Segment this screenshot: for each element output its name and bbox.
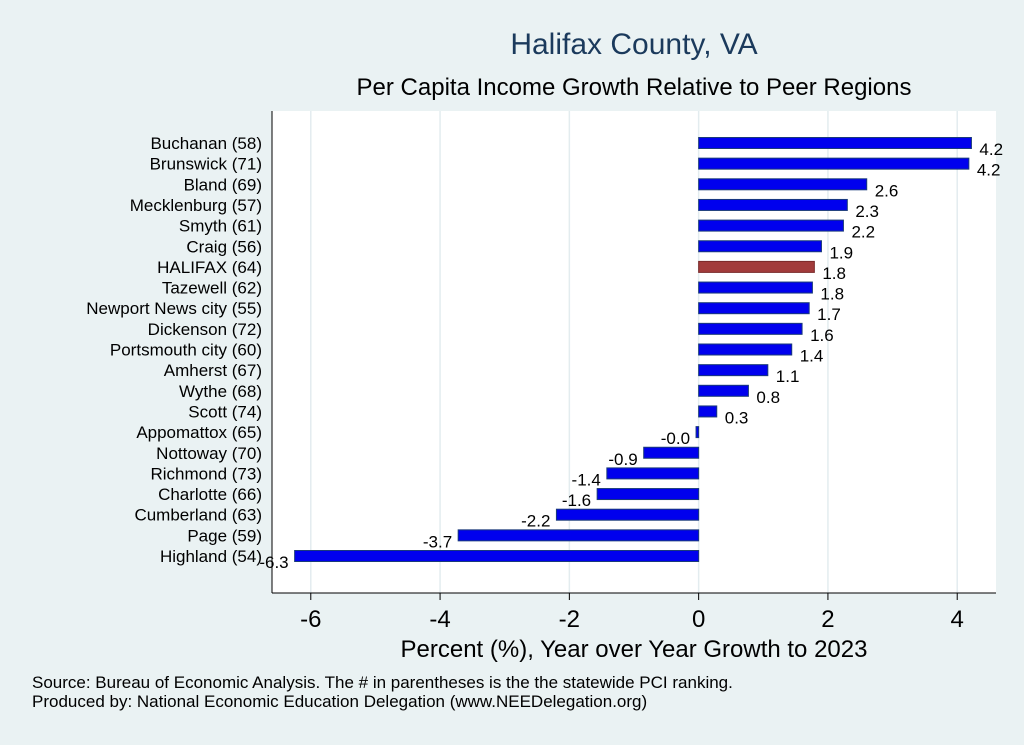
x-axis-label: Percent (%), Year over Year Growth to 20…: [401, 636, 868, 663]
category-label: Portsmouth city (60): [110, 341, 262, 360]
data-label: 1.4: [800, 347, 824, 366]
category-label: Highland (54): [160, 547, 262, 566]
category-label: Smyth (61): [179, 217, 262, 236]
category-label: Richmond (73): [151, 464, 263, 483]
data-label: 1.8: [822, 264, 846, 283]
category-label: Tazewell (62): [162, 279, 262, 298]
category-label: Scott (74): [188, 402, 262, 421]
bar: [698, 302, 810, 315]
bar: [698, 343, 793, 356]
data-label: 0.3: [725, 408, 749, 427]
bar: [698, 384, 749, 397]
category-label: Dickenson (72): [148, 320, 262, 339]
x-tick-label: -6: [300, 606, 321, 633]
category-label: Mecklenburg (57): [130, 196, 262, 215]
category-label: Nottoway (70): [156, 444, 262, 463]
category-label: Bland (69): [184, 175, 262, 194]
category-label: Amherst (67): [164, 361, 262, 380]
category-label: Buchanan (58): [150, 134, 262, 153]
source-note: Source: Bureau of Economic Analysis. The…: [32, 673, 733, 692]
data-label: -1.6: [562, 491, 591, 510]
data-label: 1.6: [810, 326, 834, 345]
data-label: -0.0: [661, 429, 690, 448]
chart-title: Halifax County, VA: [510, 28, 758, 61]
bar: [695, 426, 700, 439]
data-label: -0.9: [608, 450, 637, 469]
x-tick-label: 4: [951, 606, 964, 633]
data-label: 2.6: [875, 181, 899, 200]
category-label: Page (59): [187, 526, 262, 545]
data-label: 0.8: [756, 388, 780, 407]
category-label: Cumberland (63): [134, 506, 262, 525]
bar: [698, 219, 844, 232]
bar: [294, 550, 700, 562]
data-label: -6.3: [259, 553, 288, 572]
bar: [596, 488, 700, 501]
bar: [606, 467, 700, 480]
data-label: 1.1: [776, 367, 800, 386]
bar: [698, 322, 803, 335]
data-label: -2.2: [521, 512, 550, 531]
category-label: Wythe (68): [179, 382, 262, 401]
category-label: HALIFAX (64): [157, 258, 262, 277]
category-label: Charlotte (66): [158, 485, 262, 504]
data-label: -1.4: [572, 470, 601, 489]
x-tick-label: 0: [692, 606, 705, 633]
bar: [698, 281, 813, 294]
data-label: 2.2: [851, 223, 875, 242]
data-label: 4.2: [979, 140, 1003, 159]
chart-subtitle: Per Capita Income Growth Relative to Pee…: [356, 74, 912, 101]
data-label: 2.3: [855, 202, 879, 221]
bar: [457, 529, 700, 542]
data-label: 4.2: [977, 161, 1001, 180]
bar: [698, 198, 848, 211]
bar: [643, 446, 700, 459]
bar: [698, 157, 970, 170]
bar: [698, 178, 868, 191]
bar: [698, 137, 972, 149]
x-tick-label: 2: [821, 606, 834, 633]
x-tick-label: -2: [559, 606, 580, 633]
producer-note: Produced by: National Economic Education…: [32, 692, 648, 711]
data-label: 1.7: [817, 305, 841, 324]
chart-header: Halifax County, VA Per Capita Income Gro…: [0, 0, 1024, 101]
category-label: Brunswick (71): [150, 155, 262, 174]
x-tick-label: -4: [429, 606, 450, 633]
data-label: 1.8: [820, 285, 844, 304]
category-label: Appomattox (65): [136, 423, 262, 442]
highlight-bar: [698, 260, 815, 273]
category-label: Craig (56): [186, 237, 262, 256]
bar: [698, 240, 822, 253]
bar: [555, 508, 700, 521]
bar: [698, 405, 718, 418]
data-label: -3.7: [423, 532, 452, 551]
data-label: 1.9: [829, 243, 853, 262]
category-label: Newport News city (55): [86, 299, 262, 318]
bar: [698, 364, 769, 377]
